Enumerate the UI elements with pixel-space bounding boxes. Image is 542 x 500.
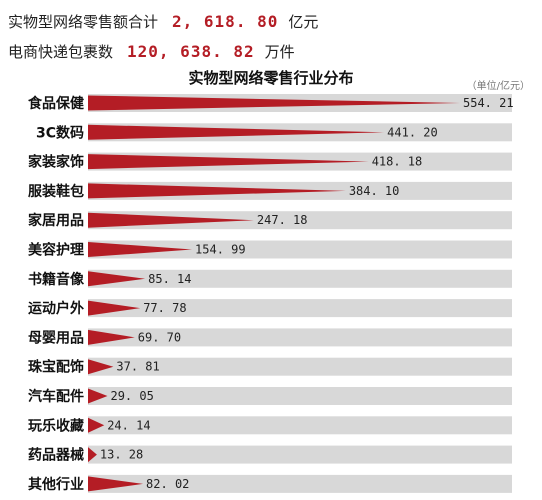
bar-track [88, 299, 512, 318]
value-label: 554. 21 [463, 96, 514, 110]
category-label: 家居用品 [28, 212, 84, 229]
category-label: 玩乐收藏 [28, 417, 84, 434]
value-label: 247. 18 [257, 213, 308, 227]
category-label: 家装家饰 [28, 154, 84, 171]
bar-track [88, 445, 512, 464]
value-label: 37. 81 [116, 360, 159, 374]
category-label: 其他行业 [28, 476, 84, 493]
value-label: 418. 18 [372, 155, 423, 169]
value-label: 69. 70 [138, 330, 181, 344]
bar-9 [88, 359, 114, 375]
category-label: 母婴用品 [28, 329, 84, 346]
value-label: 154. 99 [195, 243, 246, 257]
category-label: 服装鞋包 [28, 183, 84, 200]
bar-track [88, 240, 512, 259]
value-label: 29. 05 [110, 389, 153, 403]
express-total-unit: 万件 [264, 43, 295, 61]
value-label: 82. 02 [146, 477, 189, 491]
express-total-value: 120, 638. 82 [127, 42, 255, 61]
value-label: 384. 10 [349, 184, 400, 198]
bar-2 [88, 154, 369, 170]
express-total-line: 电商快递包裹数 120, 638. 82 万件 [8, 41, 295, 62]
express-total-label: 电商快递包裹数 [8, 43, 114, 61]
bar-track [88, 357, 512, 376]
category-label: 美容护理 [28, 242, 84, 259]
category-label: 汽车配件 [28, 388, 84, 405]
bar-11 [88, 417, 105, 433]
bar-7 [88, 300, 141, 316]
retail-total-label: 实物型网络零售额合计 [8, 13, 159, 31]
bar-track [88, 328, 512, 347]
retail-total-unit: 亿元 [288, 13, 319, 31]
chart-title: 实物型网络零售行业分布 [188, 69, 354, 87]
bar-track [88, 474, 512, 493]
bar-6 [88, 271, 146, 287]
category-label: 珠宝配饰 [28, 359, 84, 376]
value-label: 85. 14 [148, 272, 191, 286]
bar-10 [88, 388, 108, 404]
bar-12 [88, 447, 97, 463]
category-label: 3C数码 [36, 124, 84, 141]
category-label: 食品保健 [28, 95, 84, 112]
bar-track [88, 416, 512, 435]
bar-0 [88, 95, 460, 111]
bar-13 [88, 476, 144, 492]
value-label: 24. 14 [107, 418, 150, 432]
category-label: 书籍音像 [28, 271, 85, 288]
bar-5 [88, 242, 193, 257]
bar-track [88, 387, 512, 405]
category-label: 运动户外 [28, 300, 84, 317]
value-label: 77. 78 [143, 301, 186, 315]
bar-1 [88, 124, 385, 140]
bar-8 [88, 329, 135, 345]
retail-total-line: 实物型网络零售额合计 2, 618. 80 亿元 [8, 11, 318, 32]
bar-track [88, 211, 512, 230]
bar-track [88, 269, 512, 288]
value-label: 13. 28 [100, 448, 143, 462]
value-label: 441. 20 [387, 125, 438, 139]
bar-4 [88, 212, 254, 228]
unit-label: （单位/亿元） [466, 81, 530, 92]
category-label: 药品器械 [28, 447, 84, 464]
retail-total-value: 2, 618. 80 [172, 12, 279, 31]
bar-3 [88, 183, 346, 199]
